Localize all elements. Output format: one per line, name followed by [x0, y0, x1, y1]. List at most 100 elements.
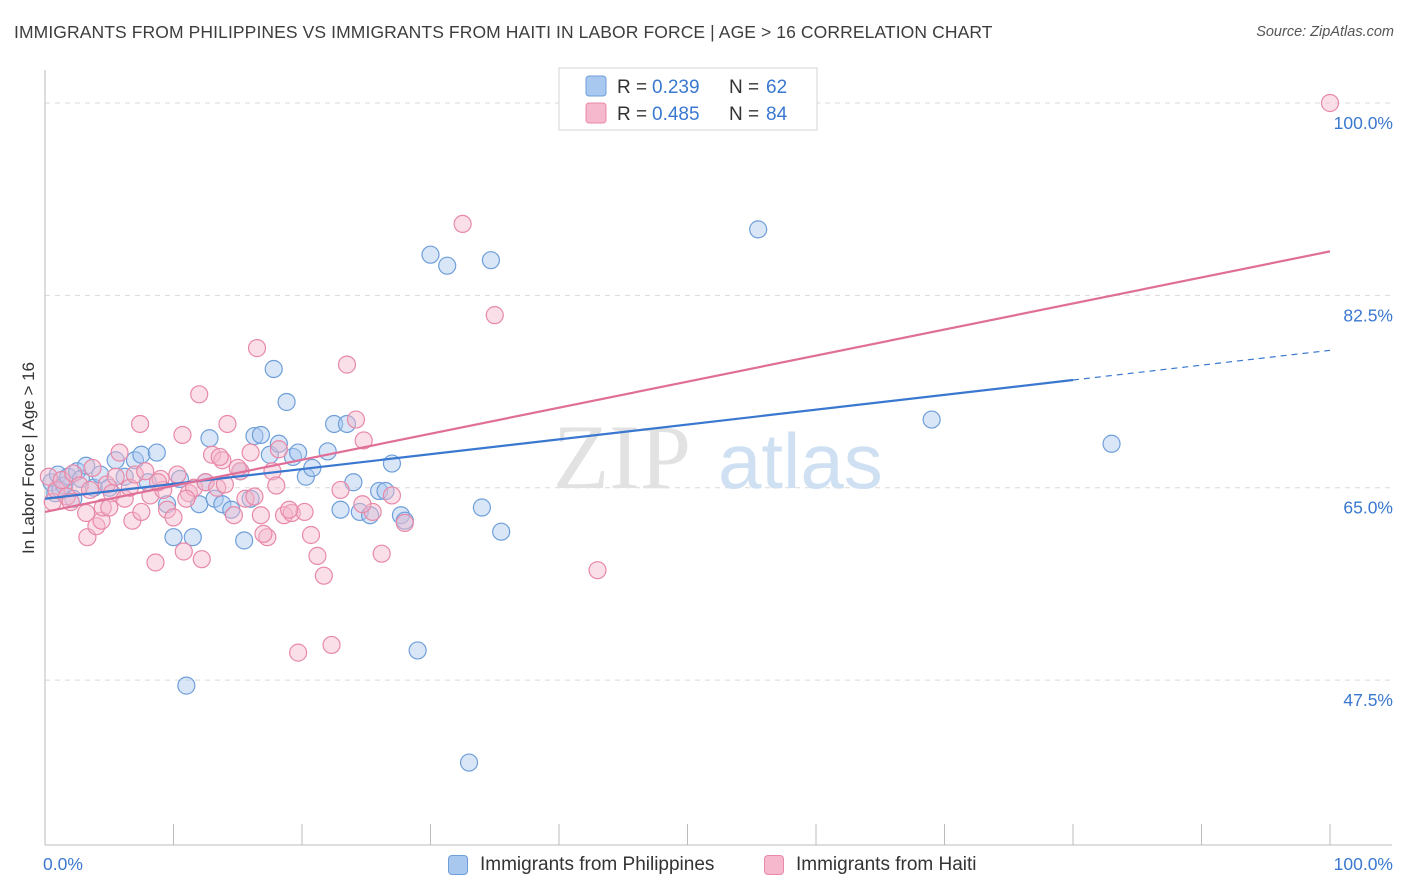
philippines-point-57 [438, 256, 457, 275]
philippines-point-63 [922, 410, 941, 429]
philippines-point-16 [132, 445, 151, 464]
haiti-point-60 [395, 513, 414, 533]
philippines-point-64 [1102, 434, 1121, 453]
legend-box: R = 0.239 N = 62 R = 0.485 N = 84 [558, 67, 818, 131]
philippines-point-61 [492, 522, 511, 541]
haiti-point-18 [125, 465, 145, 484]
haiti-point-64 [93, 498, 112, 517]
axis-layer [44, 70, 1392, 846]
haiti-point-46 [282, 503, 301, 523]
haiti-point-20 [136, 462, 155, 481]
bottom-legend: Immigrants from Philippines Immigrants f… [0, 850, 1406, 880]
haiti-point-44 [269, 440, 288, 459]
y-tick-label-2: 82.5% [1343, 305, 1393, 325]
grid-layer [45, 102, 1392, 681]
philippines-point-38 [277, 392, 296, 412]
philippines-point-37 [269, 434, 288, 453]
tick-labels: 47.5% 65.0% 82.5% 100.0% 0.0% 100.0% [43, 113, 1393, 874]
legend-item-philippines: Immigrants from Philippines [448, 850, 714, 880]
haiti-point-47 [289, 643, 308, 662]
haiti-point-30 [190, 385, 209, 404]
haiti-point-69 [210, 447, 229, 467]
legend-n-label-2: N = [729, 104, 759, 125]
philippines-point-60 [481, 251, 500, 270]
philippines-point-36 [264, 359, 283, 379]
legend-item-haiti: Immigrants from Haiti [764, 850, 977, 880]
haiti-point-27 [173, 425, 192, 445]
philippines-point-34 [251, 425, 270, 445]
philippines-point-45 [331, 500, 350, 519]
philippines-point-18 [147, 443, 166, 462]
philippines-point-23 [183, 528, 202, 547]
philippines-point-22 [177, 676, 196, 695]
haiti-point-41 [251, 506, 270, 525]
philippines-point-28 [213, 495, 232, 514]
legend-r-label-2: R = [617, 104, 647, 125]
legend-n-value-2: 84 [766, 104, 788, 125]
haiti-point-36 [224, 506, 243, 525]
haiti-point-15 [110, 443, 129, 462]
haiti-point-82 [1320, 93, 1340, 113]
haiti-point-10 [87, 517, 106, 536]
haiti-point-61 [453, 214, 472, 234]
y-tick-label-3: 100.0% [1334, 113, 1393, 133]
y-tick-label-0: 47.5% [1343, 690, 1393, 710]
philippines-point-62 [749, 220, 768, 239]
series-haiti-points [39, 93, 1340, 662]
legend-r-label-1: R = [617, 77, 647, 98]
legend-swatch-haiti-bottom [764, 855, 784, 875]
legend-n-label-1: N = [729, 77, 759, 98]
legend-swatch-philippines-bottom [448, 855, 468, 875]
haiti-point-71 [245, 487, 264, 506]
philippines-point-58 [459, 753, 479, 772]
haiti-point-83 [353, 495, 372, 514]
haiti-point-52 [322, 635, 341, 655]
haiti-point-40 [247, 339, 267, 358]
haiti-point-25 [164, 508, 183, 527]
haiti-point-72 [254, 524, 273, 544]
haiti-point-77 [100, 498, 119, 517]
haiti-point-67 [174, 542, 193, 561]
legend-swatch-haiti [585, 102, 607, 124]
haiti-point-19 [130, 414, 150, 434]
legend-label-haiti: Immigrants from Haiti [796, 854, 977, 875]
y-tick-label-1: 65.0% [1343, 498, 1393, 518]
watermark: ZIP atlas [553, 406, 883, 508]
philippines-point-20 [164, 528, 183, 547]
legend-r-value-2: 0.485 [652, 104, 700, 125]
legend-swatch-philippines [585, 75, 607, 97]
haiti-point-74 [280, 500, 299, 519]
haiti-point-9 [83, 458, 102, 478]
philippines-point-59 [472, 498, 491, 517]
trend-layer [44, 250, 1331, 513]
haiti-point-51 [314, 566, 333, 585]
haiti-point-34 [213, 451, 232, 470]
haiti-point-14 [106, 467, 125, 486]
philippines-point-46 [337, 414, 357, 434]
haiti-point-58 [372, 544, 391, 563]
philippines-point-56 [421, 245, 440, 264]
haiti-point-80 [177, 489, 196, 508]
haiti-point-26 [168, 465, 187, 484]
haiti-point-54 [337, 355, 357, 374]
haiti-point-50 [308, 546, 327, 565]
legend-n-value-1: 62 [766, 77, 787, 98]
x-tick-label-max: 100.0% [1334, 854, 1393, 874]
haiti-point-76 [80, 480, 100, 500]
philippines-point-55 [408, 641, 427, 660]
haiti-point-53 [331, 480, 350, 500]
haiti-point-73 [267, 476, 286, 495]
source-label: Source: ZipAtlas.com [1256, 24, 1394, 40]
trend-line-philippines-extension [1072, 349, 1331, 381]
legend-r-value-1: 0.239 [652, 77, 700, 98]
haiti-point-68 [192, 550, 211, 569]
philippines-point-43 [318, 442, 337, 461]
x-tick-label-min: 0.0% [43, 854, 83, 874]
haiti-point-48 [295, 502, 314, 522]
philippines-point-44 [325, 414, 344, 434]
chart-title: IMMIGRANTS FROM PHILIPPINES VS IMMIGRANT… [14, 22, 993, 42]
haiti-point-59 [382, 486, 402, 505]
legend-label-philippines: Immigrants from Philippines [480, 854, 715, 875]
haiti-point-55 [346, 410, 366, 429]
